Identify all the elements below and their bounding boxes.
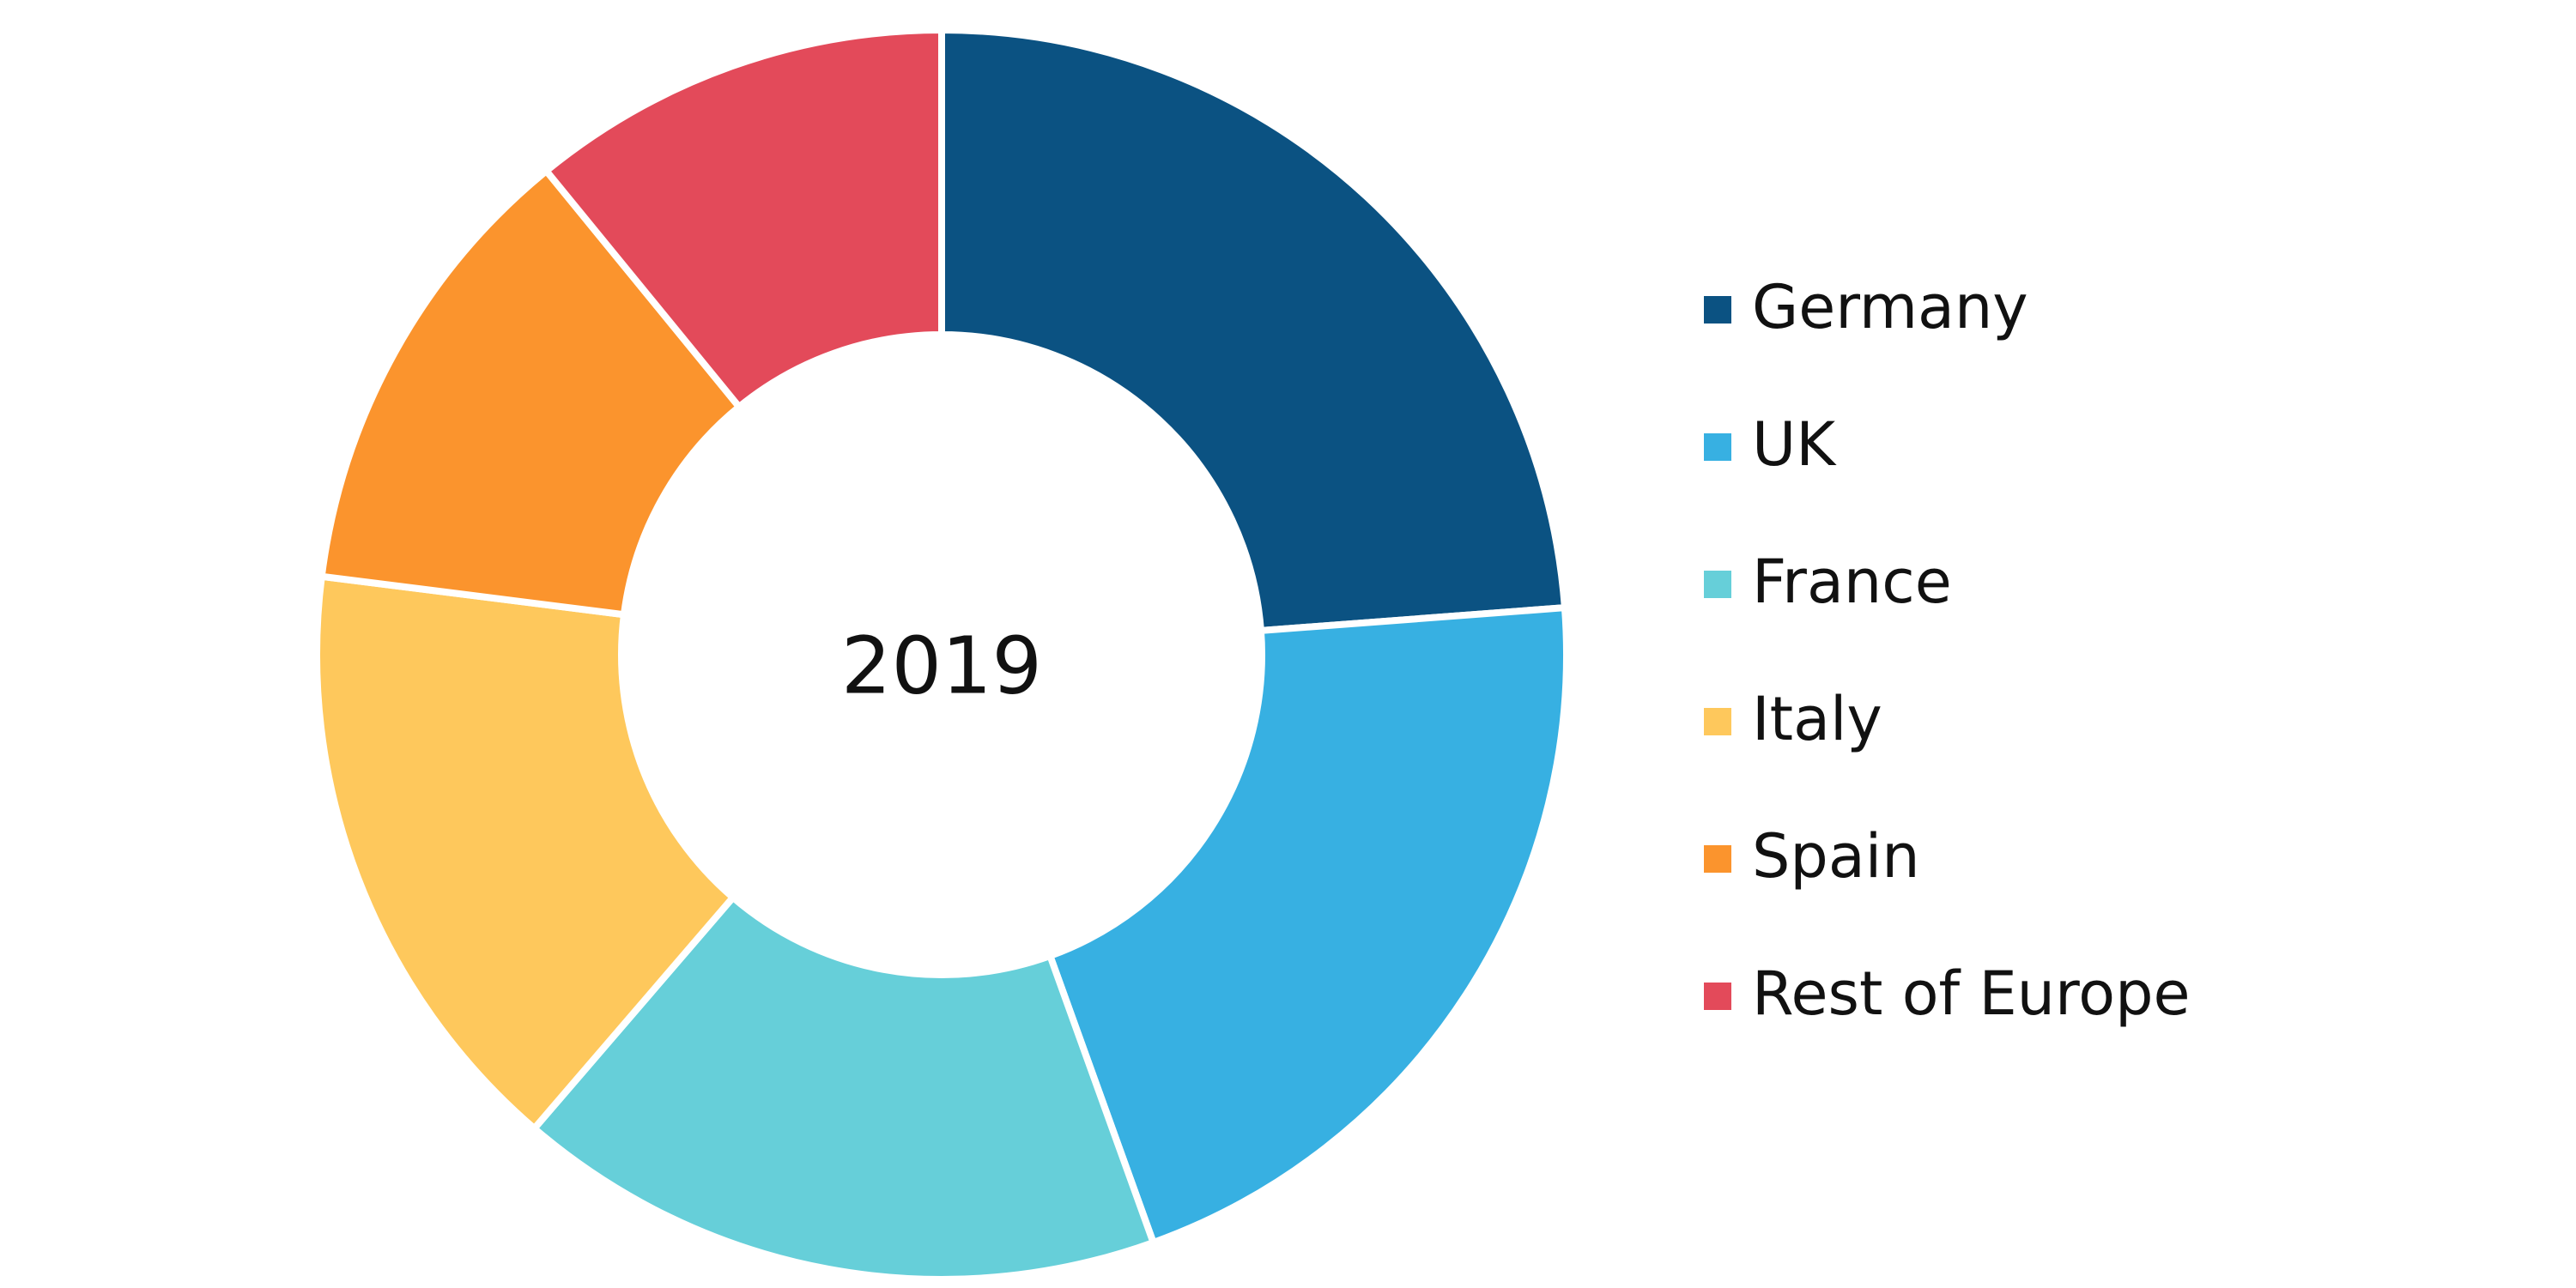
legend-swatch — [1704, 571, 1731, 598]
legend-swatch — [1704, 708, 1731, 735]
slice — [529, 892, 1158, 1283]
legend-swatch — [1704, 845, 1731, 873]
legend-label: France — [1752, 547, 1952, 617]
legend-swatch — [1704, 296, 1731, 324]
legend-swatch — [1704, 433, 1731, 461]
slice — [938, 26, 1569, 635]
center-label: 2019 — [841, 620, 1042, 711]
legend-label: Italy — [1752, 684, 1882, 754]
slice — [1046, 603, 1570, 1248]
legend-label: Spain — [1752, 821, 1920, 892]
legend-swatch — [1704, 983, 1731, 1010]
slice — [313, 572, 738, 1134]
legend-label: Germany — [1752, 272, 2028, 342]
legend-label: UK — [1752, 409, 1837, 480]
legend-label: Rest of Europe — [1752, 958, 2191, 1029]
slice — [541, 26, 945, 412]
